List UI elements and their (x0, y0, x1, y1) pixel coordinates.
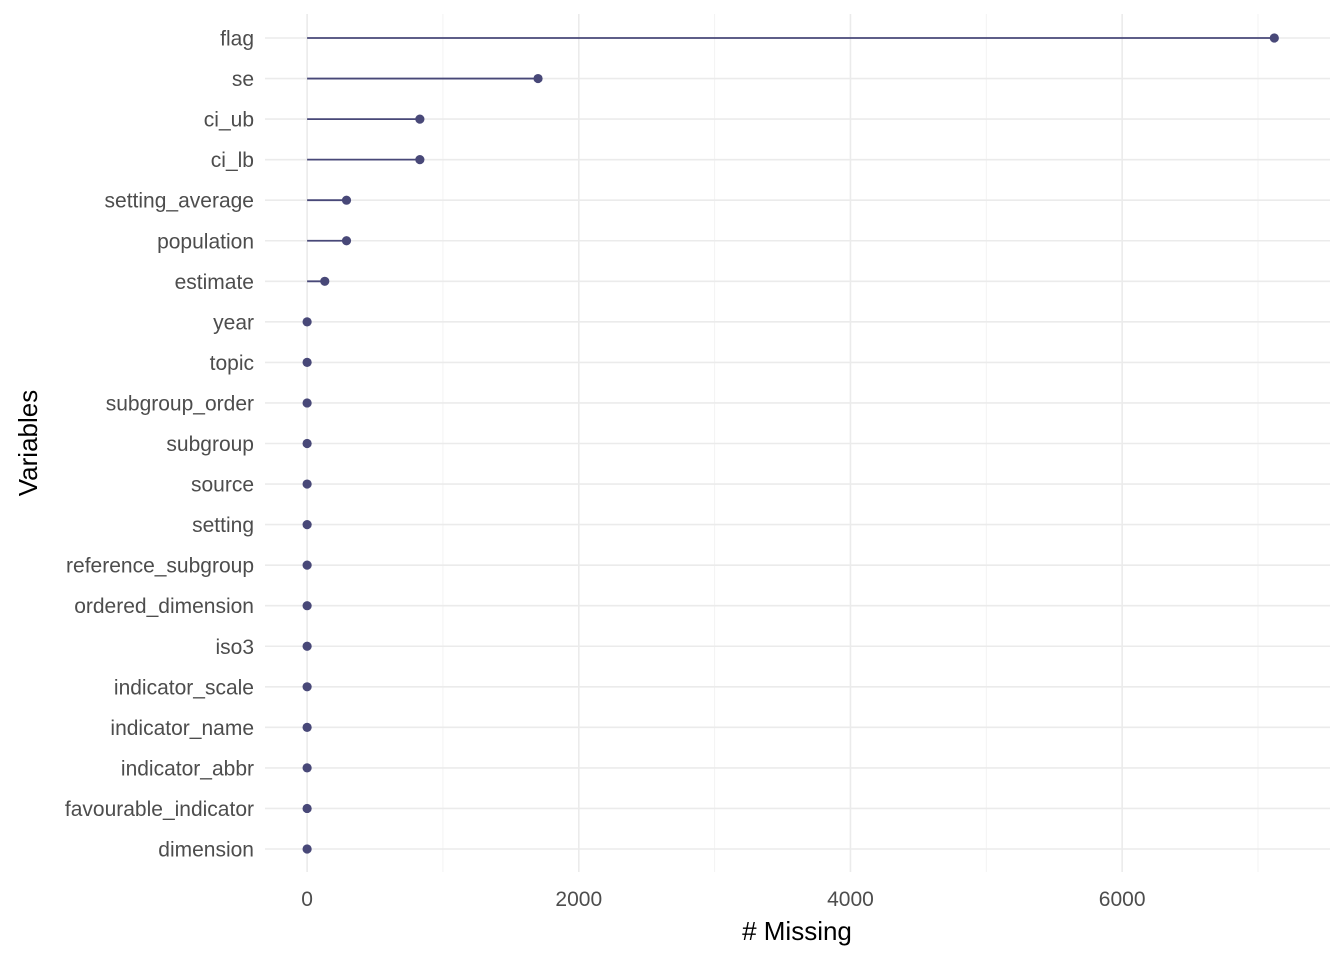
lollipop-point-setting_average (341, 195, 352, 205)
labels-layer: flag se ci_ub ci_lb setting_average populatio… (65, 28, 1146, 912)
y-tick-label: estimate (175, 271, 254, 294)
y-tick-label: se (232, 68, 254, 91)
lollipop-point-indicator_name (302, 722, 312, 732)
lollipop-point-indicator_abbr (302, 763, 312, 773)
y-tick-label: reference_subgroup (66, 555, 254, 578)
lollipop-point-topic (302, 357, 312, 367)
grid-layer (265, 14, 1330, 872)
lollipop-point-reference_subgroup (302, 560, 312, 570)
lollipop-point-setting (302, 520, 312, 530)
x-tick-label: 4000 (827, 888, 874, 911)
lollipop-point-subgroup_order (302, 398, 312, 408)
lollipop-point-indicator_scale (302, 682, 312, 692)
x-axis-title: # Missing (742, 916, 852, 946)
lollipop-point-favourable_indicator (302, 803, 312, 814)
lollipop-point-estimate (320, 276, 330, 286)
y-tick-label: source (191, 474, 254, 497)
x-tick-label: 6000 (1099, 888, 1146, 911)
lollipop-point-ci_lb (415, 155, 425, 165)
y-tick-label: favourable_indicator (65, 798, 254, 821)
y-tick-label: iso3 (215, 636, 254, 659)
y-axis-title: Variables (13, 390, 43, 496)
y-tick-label: subgroup (166, 433, 254, 456)
y-tick-label: flag (220, 28, 254, 51)
y-tick-label: subgroup_order (106, 392, 254, 415)
y-tick-label: population (157, 230, 254, 253)
y-tick-label: setting_average (105, 190, 254, 213)
y-tick-label: topic (210, 352, 254, 375)
lollipop-point-population (341, 236, 352, 246)
x-tick-label: 2000 (555, 888, 602, 911)
lollipop-point-year (302, 317, 312, 327)
y-tick-label: ci_ub (204, 109, 254, 132)
y-tick-label: indicator_abbr (121, 757, 254, 780)
lollipop-point-subgroup (302, 438, 312, 449)
lollipop-point-se (533, 73, 543, 84)
y-tick-label: ordered_dimension (74, 595, 254, 618)
y-tick-label: indicator_scale (114, 676, 254, 699)
marks-layer (302, 33, 1279, 854)
lollipop-point-flag (1269, 33, 1279, 43)
lollipop-point-iso3 (302, 641, 312, 651)
lollipop-point-dimension (302, 844, 312, 854)
y-tick-label: dimension (158, 839, 254, 862)
lollipop-point-source (302, 479, 312, 489)
y-tick-label: setting (192, 514, 254, 537)
y-tick-label: indicator_name (110, 717, 254, 740)
lollipop-point-ci_ub (415, 114, 425, 124)
y-tick-label: year (213, 311, 254, 334)
y-tick-label: ci_lb (211, 149, 254, 172)
lollipop-point-ordered_dimension (302, 601, 312, 611)
x-tick-label: 0 (301, 888, 313, 911)
